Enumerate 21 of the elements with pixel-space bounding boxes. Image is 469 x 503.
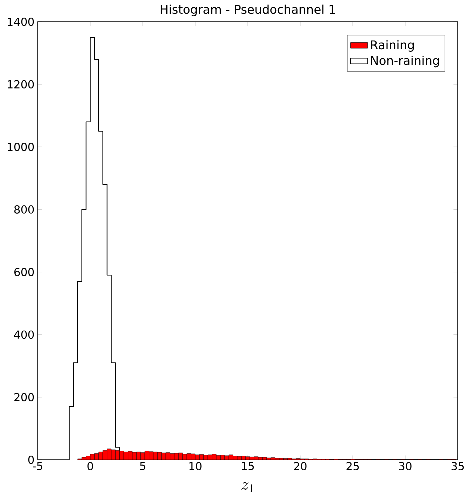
y-tick-label: 1000 <box>8 142 34 152</box>
x-tick-label: 10 <box>190 462 202 471</box>
y-tick-label: 0 <box>28 456 34 464</box>
y-tick-label: 1400 <box>8 18 34 26</box>
legend-label: Raining <box>371 40 414 52</box>
legend-label: Non-raining <box>371 56 440 68</box>
x-tick-label: 5 <box>140 462 146 470</box>
x-tick-label: 30 <box>399 462 412 471</box>
x-tick-label: 35 <box>452 462 464 471</box>
x-tick-label: 15 <box>242 462 254 470</box>
x-tick-label: 25 <box>346 462 360 471</box>
y-tick-label: 400 <box>14 330 34 340</box>
x-tick-label: -5 <box>33 462 43 470</box>
y-tick-label: 800 <box>14 206 34 214</box>
y-tick-label: 600 <box>14 268 34 276</box>
x-tick-label: 0 <box>88 462 94 471</box>
x-tick-label: 20 <box>294 462 307 471</box>
y-tick-label: 200 <box>14 393 34 402</box>
y-tick-label: 1200 <box>8 80 34 89</box>
x-axis-title: $z_1$ <box>242 482 254 492</box>
chart-title: Histogram - Pseudochannel 1 <box>160 4 336 16</box>
